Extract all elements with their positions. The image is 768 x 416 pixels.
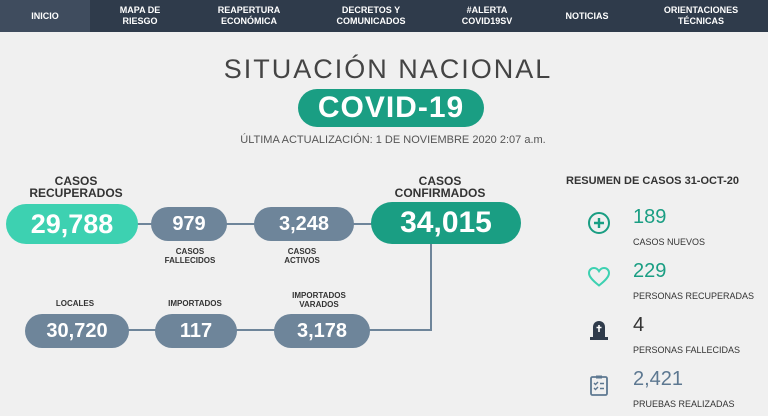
nav-orientaciones-tecnicas[interactable]: ORIENTACIONES TÉCNICAS [663, 5, 739, 26]
stat-locales: 30,720 [25, 314, 129, 348]
nav-alerta-covid19sv[interactable]: #ALERTA COVID19SV [461, 5, 513, 26]
stat-importados: 117 [155, 314, 237, 348]
label-importados-varados: IMPORTADOS VARADOS [292, 291, 346, 309]
nav-inicio[interactable]: INICIO [0, 0, 90, 32]
summary-tests-value: 2,421 [633, 368, 684, 390]
stat-recuperados: 29,788 [6, 204, 138, 244]
clipboard-icon [590, 375, 608, 396]
page-title: SITUACIÓN NACIONAL [223, 54, 553, 84]
heart-icon [587, 266, 611, 287]
top-nav: INICIO MAPA DE RIESGO REAPERTURA ECONÓMI… [0, 0, 768, 32]
stat-activos: 3,248 [254, 207, 354, 241]
nav-mapa-de-riesgo[interactable]: MAPA DE RIESGO [119, 5, 161, 26]
connector-row1 [120, 223, 380, 225]
summary-deceased-value: 4 [633, 314, 645, 336]
label-casos-activos: CASOS ACTIVOS [284, 247, 320, 265]
last-updated: ÚLTIMA ACTUALIZACIÓN: 1 DE NOVIEMBRE 202… [240, 134, 546, 146]
stat-importados-varados: 3,178 [274, 314, 370, 348]
label-locales: LOCALES [55, 299, 95, 308]
nav-noticias[interactable]: NOTICIAS [565, 10, 609, 21]
summary-recovered-value: 229 [633, 260, 667, 282]
covid-badge: COVID-19 [298, 89, 484, 127]
summary-title: RESUMEN DE CASOS 31-OCT-20 [566, 175, 739, 187]
connector-vertical [430, 244, 432, 331]
stat-fallecidos: 979 [151, 207, 227, 241]
tombstone-icon [590, 321, 608, 340]
summary-recovered-label: PERSONAS RECUPERADAS [633, 291, 755, 301]
label-casos-fallecidos: CASOS FALLECIDOS [164, 247, 216, 265]
summary-new-cases-value: 189 [633, 206, 667, 228]
stat-confirmados: 34,015 [371, 202, 521, 244]
summary-deceased-label: PERSONAS FALLECIDAS [633, 345, 741, 355]
nav-decretos-comunicados[interactable]: DECRETOS Y COMUNICADOS [336, 5, 406, 26]
label-casos-confirmados: CASOS CONFIRMADOS [394, 174, 486, 200]
summary-new-cases-label: CASOS NUEVOS [633, 237, 706, 247]
label-casos-recuperados: CASOS RECUPERADOS [29, 174, 123, 200]
plus-circle-icon [588, 212, 610, 234]
nav-reapertura-economica[interactable]: REAPERTURA ECONÓMICA [217, 5, 281, 26]
summary-tests-label: PRUEBAS REALIZADAS [633, 399, 735, 409]
connector-row2 [110, 329, 432, 331]
label-importados: IMPORTADOS [168, 299, 222, 308]
